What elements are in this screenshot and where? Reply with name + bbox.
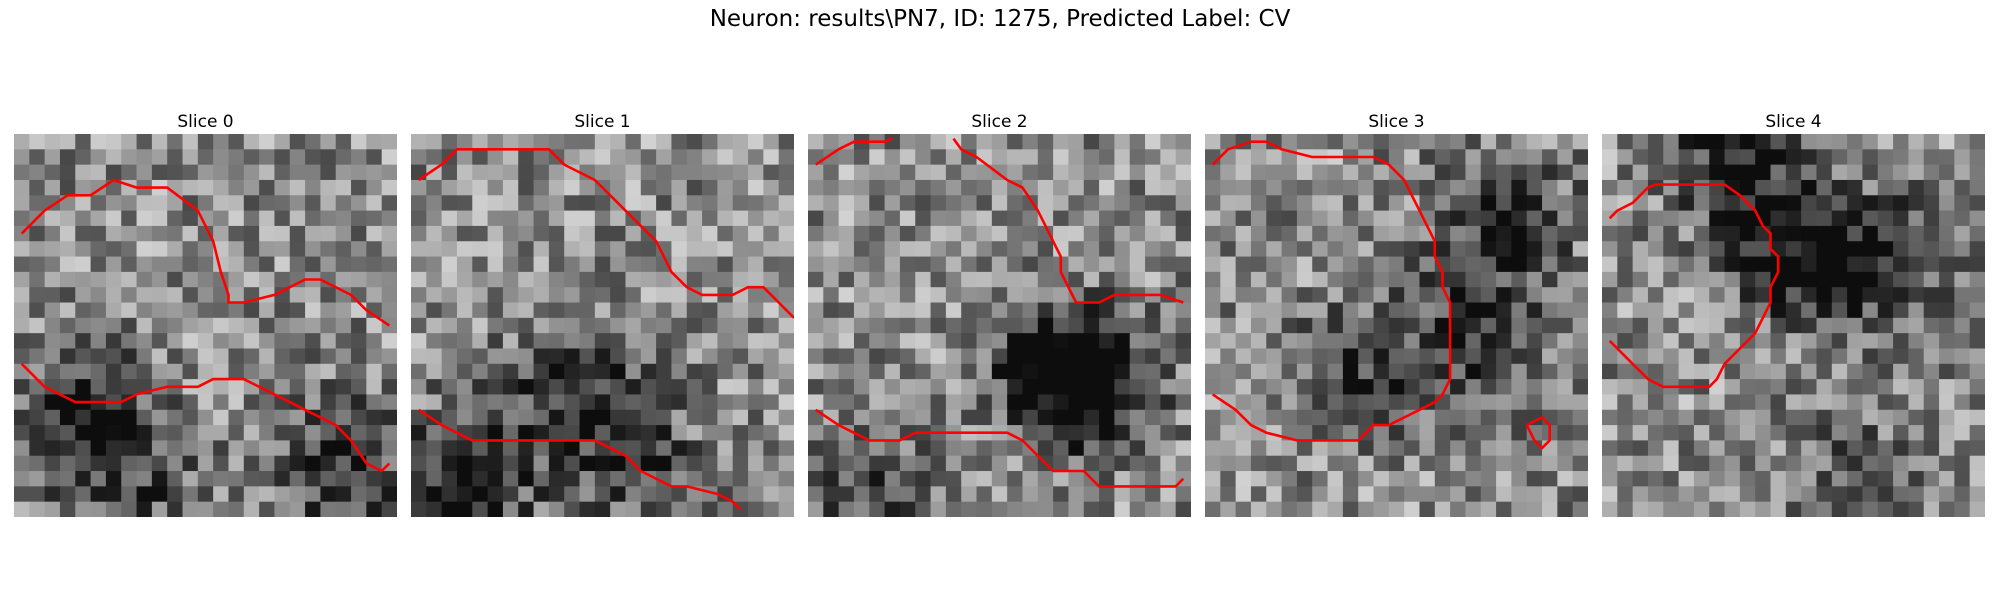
slice-title-0: Slice 0	[177, 112, 234, 132]
pixel-grid	[1205, 134, 1588, 517]
contour-line-1	[417, 408, 742, 511]
slice-title-3: Slice 3	[1368, 112, 1425, 132]
contour-line-1	[952, 137, 1184, 304]
contour-line-2	[814, 408, 1185, 488]
figure-title: Neuron: results\PN7, ID: 1275, Predicted…	[709, 6, 1291, 32]
contour-line-0	[814, 137, 893, 166]
slice-title-2: Slice 2	[971, 112, 1028, 132]
slice-image-0	[14, 134, 397, 517]
slice-image-1	[411, 134, 794, 517]
pixel-grid	[1602, 134, 1985, 517]
contour-line-1	[1525, 416, 1552, 450]
contour-line-0	[20, 178, 391, 327]
slice-image-2	[808, 134, 1191, 517]
contour-line-0	[1211, 140, 1452, 442]
contour-line-1	[20, 362, 391, 473]
contour-line-0	[1608, 183, 1780, 389]
slice-image-4	[1602, 134, 1985, 517]
slice-title-1: Slice 1	[574, 112, 631, 132]
contour-line-0	[417, 148, 794, 319]
pixel-grid	[808, 134, 1191, 517]
pixel-grid	[14, 134, 397, 517]
slice-image-3	[1205, 134, 1588, 517]
slice-title-4: Slice 4	[1765, 112, 1822, 132]
pixel-grid	[411, 134, 794, 517]
